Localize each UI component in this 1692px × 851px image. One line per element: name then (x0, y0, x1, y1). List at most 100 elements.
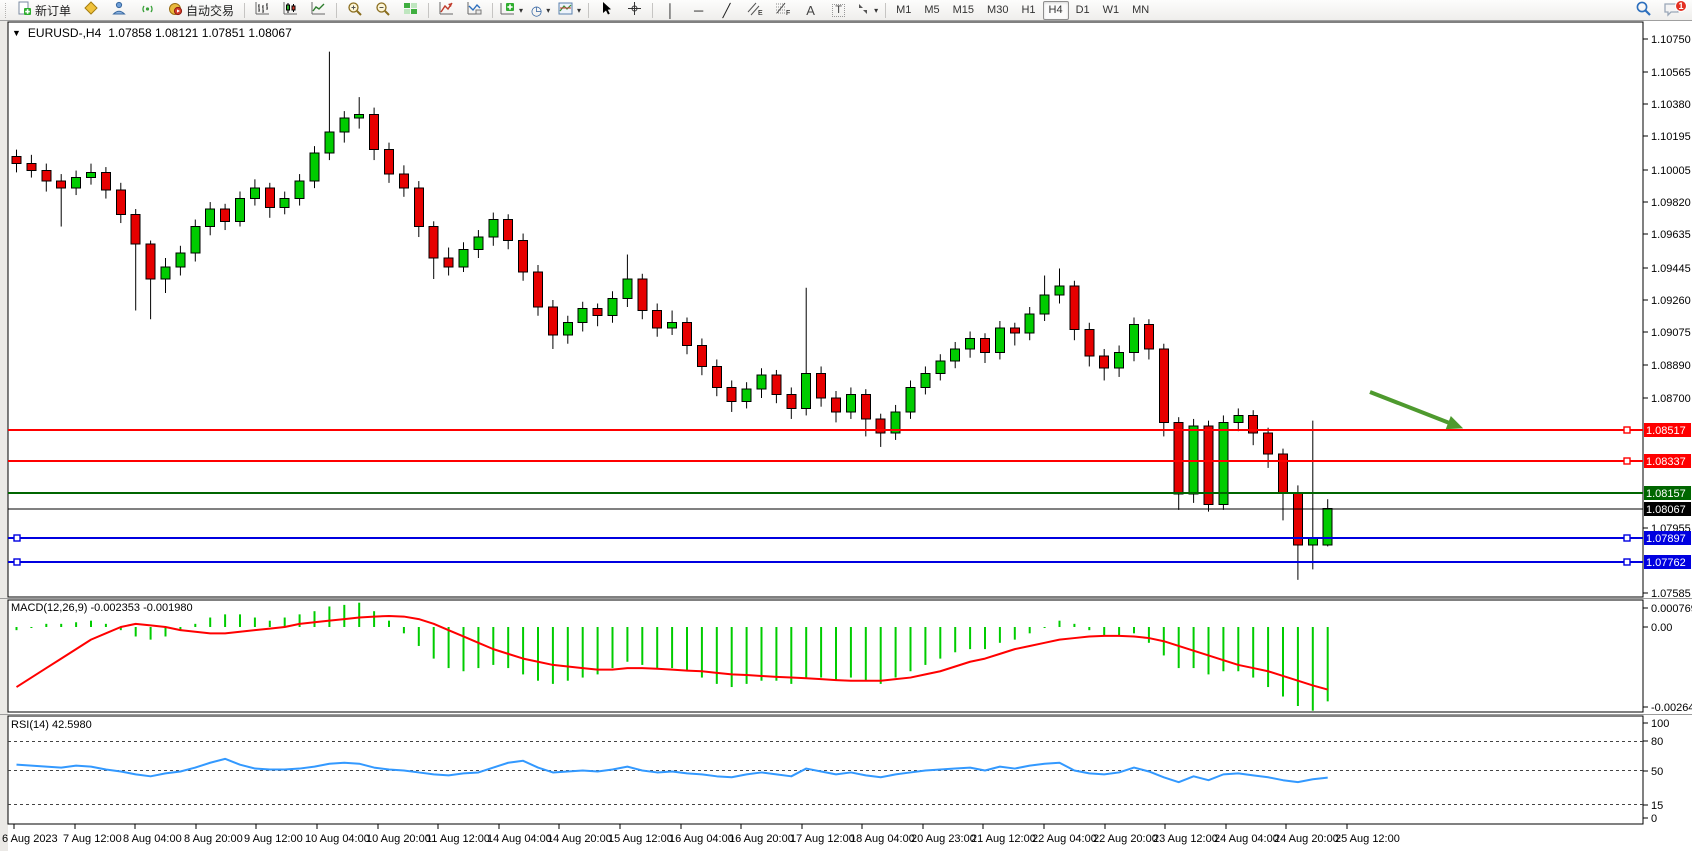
tab-timeframe-M15[interactable]: M15 (952, 4, 975, 16)
svg-text:50: 50 (1651, 766, 1663, 778)
dropdown-caret-icon: ▾ (519, 5, 524, 15)
notifications-button[interactable]: 1 (1663, 0, 1687, 19)
auto-trading-button[interactable]: 自动交易 (162, 0, 240, 20)
price-line-1.07897[interactable]: 1.07897 (8, 531, 1691, 545)
toolbar-separator (885, 2, 887, 18)
svg-text:23 Aug 12:00: 23 Aug 12:00 (1153, 833, 1218, 845)
time-axis[interactable]: 6 Aug 2023 7 Aug 12:00 8 Aug 04:00 8 Aug 20… (2, 824, 1400, 845)
tab-timeframe-M30[interactable]: M30 (987, 4, 1009, 16)
svg-text:24 Aug 20:00: 24 Aug 20:00 (1274, 833, 1339, 845)
fibonacci-button[interactable]: F (769, 0, 796, 20)
zoom-in-button[interactable] (341, 0, 368, 20)
toolbar-separator (244, 2, 246, 18)
clock-icon: ◷ (530, 2, 543, 18)
svg-text:1.09075: 1.09075 (1651, 327, 1691, 339)
toolbar-separator (652, 2, 654, 18)
period-dropdown[interactable]: ◷ ▾ (527, 0, 554, 20)
toolbar-separator (428, 2, 430, 18)
svg-text:1.08157: 1.08157 (1646, 488, 1686, 500)
line-chart-button[interactable] (305, 0, 332, 20)
svg-text:1.10195: 1.10195 (1651, 131, 1691, 143)
profiles-button[interactable] (78, 0, 105, 20)
svg-text:1.09260: 1.09260 (1651, 295, 1691, 307)
macd-indicator: 0.000769 0.00 -0.002648 (15, 602, 1692, 714)
svg-text:1.10380: 1.10380 (1651, 99, 1691, 111)
text-label-button[interactable]: T (825, 0, 852, 20)
tab-timeframe-M1[interactable]: M1 (896, 4, 912, 16)
market-watch-icon (112, 1, 127, 19)
auto-trading-label: 自动交易 (186, 3, 235, 18)
fibonacci-icon: F (775, 1, 791, 19)
svg-text:16 Aug 04:00: 16 Aug 04:00 (669, 833, 734, 845)
svg-text:1.08890: 1.08890 (1651, 360, 1691, 372)
trend-arrow-annotation[interactable] (1369, 390, 1464, 430)
svg-text:22 Aug 20:00: 22 Aug 20:00 (1093, 833, 1158, 845)
add-indicator-icon (500, 1, 515, 19)
add-indicator-dropdown[interactable]: ▾ (497, 0, 526, 20)
cursor-button[interactable] (593, 0, 620, 20)
toolbar-grip[interactable] (5, 2, 8, 18)
svg-text:14 Aug 04:00: 14 Aug 04:00 (487, 833, 552, 845)
indicator-windows-button[interactable] (461, 0, 488, 20)
search-button[interactable] (1630, 0, 1657, 20)
tab-timeframe-H4[interactable]: H4 (1042, 0, 1069, 20)
candlestick-chart-button[interactable] (277, 0, 304, 20)
tab-timeframe-M5[interactable]: M5 (924, 4, 940, 16)
svg-text:6 Aug 2023: 6 Aug 2023 (2, 833, 58, 845)
price-line-1.07762[interactable]: 1.07762 (8, 555, 1691, 569)
price-line-1.08337[interactable]: 1.08337 (8, 454, 1691, 468)
vertical-line-button[interactable]: │ (657, 0, 684, 20)
svg-text:-0.002648: -0.002648 (1651, 702, 1692, 714)
svg-text:1.07585: 1.07585 (1651, 588, 1691, 600)
symbol-dropdown-icon[interactable]: ▼ (12, 28, 21, 38)
svg-text:8 Aug 20:00: 8 Aug 20:00 (184, 833, 243, 845)
tab-timeframe-MN[interactable]: MN (1132, 4, 1150, 16)
candlestick-series (11, 51, 1333, 580)
svg-text:11 Aug 12:00: 11 Aug 12:00 (426, 833, 490, 845)
text-tool-icon: A (806, 2, 815, 18)
text-tool-button[interactable]: A (797, 0, 824, 20)
svg-text:1.08337: 1.08337 (1646, 456, 1686, 468)
equidistant-channel-button[interactable]: E (741, 0, 768, 20)
svg-text:1.08700: 1.08700 (1651, 393, 1691, 405)
tile-windows-button[interactable] (397, 0, 424, 20)
svg-text:100: 100 (1651, 718, 1669, 730)
tab-timeframe-D1[interactable]: D1 (1075, 4, 1090, 16)
svg-text:9 Aug 12:00: 9 Aug 12:00 (244, 833, 303, 845)
new-order-label: 新订单 (35, 3, 72, 18)
chart-symbol-period: EURUSD-,H4 (27, 26, 102, 40)
svg-text:25 Aug 12:00: 25 Aug 12:00 (1335, 833, 1400, 845)
chart-ohlc-values: 1.07858 1.08121 1.07851 1.08067 (108, 26, 292, 40)
bar-chart-button[interactable] (249, 0, 276, 20)
dropdown-caret-icon: ▾ (874, 5, 879, 15)
price-line-1.08517[interactable]: 1.08517 (8, 423, 1691, 437)
arrows-dropdown[interactable]: ▾ (853, 0, 881, 20)
svg-text:24 Aug 04:00: 24 Aug 04:00 (1214, 833, 1279, 845)
main-toolbar: 新订单 自动交易 (0, 0, 1692, 21)
svg-text:10 Aug 04:00: 10 Aug 04:00 (305, 833, 370, 845)
svg-text:1.08517: 1.08517 (1646, 425, 1686, 437)
market-watch-button[interactable] (106, 0, 133, 20)
tab-timeframe-W1[interactable]: W1 (1102, 4, 1120, 16)
signals-button[interactable] (134, 0, 161, 20)
dropdown-caret-icon: ▾ (546, 5, 551, 15)
svg-text:1.07762: 1.07762 (1646, 557, 1686, 569)
trendline-button[interactable]: ╱ (713, 0, 740, 20)
auto-trading-icon (168, 1, 183, 19)
new-order-button[interactable]: 新订单 (11, 0, 77, 20)
svg-text:0.000769: 0.000769 (1651, 603, 1692, 615)
tab-timeframe-H1[interactable]: H1 (1021, 4, 1036, 16)
crosshair-button[interactable] (621, 0, 648, 20)
trendline-icon: ╱ (722, 2, 731, 18)
price-line-1.08067[interactable]: 1.08067 (8, 502, 1691, 516)
horizontal-line-button[interactable]: ─ (685, 0, 712, 20)
channel-icon: E (747, 1, 763, 19)
template-dropdown[interactable]: ▾ (555, 0, 584, 20)
svg-text:7 Aug 12:00: 7 Aug 12:00 (63, 833, 122, 845)
zoom-out-button[interactable] (369, 0, 396, 20)
svg-text:14 Aug 20:00: 14 Aug 20:00 (547, 833, 612, 845)
line-chart-icon (311, 1, 326, 19)
indicators-button[interactable] (433, 0, 460, 20)
price-line-1.08157[interactable]: 1.08157 (8, 486, 1691, 500)
